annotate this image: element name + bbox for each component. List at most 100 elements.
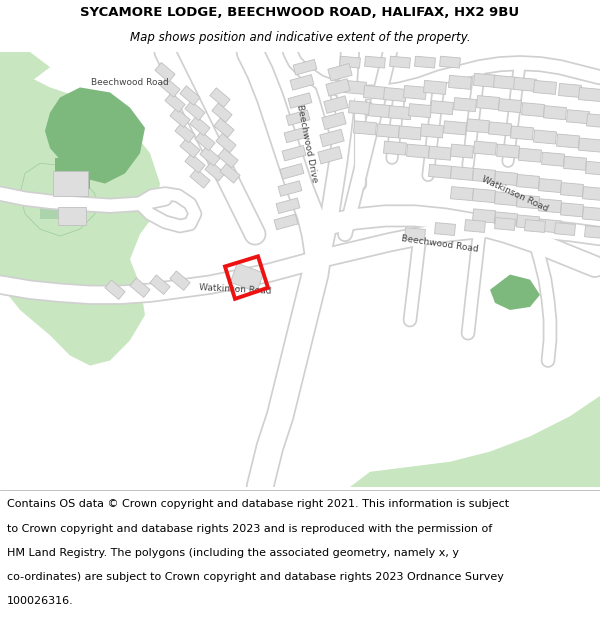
Polygon shape (175, 123, 195, 142)
Polygon shape (200, 146, 220, 166)
Text: Watkinson Road: Watkinson Road (199, 283, 271, 296)
Polygon shape (560, 182, 583, 197)
Polygon shape (160, 78, 180, 97)
Polygon shape (415, 56, 436, 68)
Polygon shape (404, 228, 425, 241)
Polygon shape (368, 104, 391, 118)
Polygon shape (473, 141, 496, 155)
Polygon shape (494, 212, 517, 226)
Polygon shape (583, 187, 600, 201)
Text: Beechwood Road: Beechwood Road (401, 234, 479, 254)
Polygon shape (180, 138, 200, 158)
Polygon shape (383, 88, 406, 101)
Polygon shape (587, 114, 600, 128)
Text: SYCAMORE LODGE, BEECHWOOD ROAD, HALIFAX, HX2 9BU: SYCAMORE LODGE, BEECHWOOD ROAD, HALIFAX,… (80, 6, 520, 19)
Polygon shape (524, 219, 545, 232)
Polygon shape (449, 76, 472, 89)
Polygon shape (350, 396, 600, 487)
Polygon shape (584, 226, 600, 239)
Text: to Crown copyright and database rights 2023 and is reproduced with the permissio: to Crown copyright and database rights 2… (7, 524, 493, 534)
Polygon shape (150, 275, 170, 294)
Polygon shape (586, 161, 600, 176)
Polygon shape (322, 112, 346, 129)
Polygon shape (398, 126, 421, 140)
Polygon shape (274, 214, 298, 230)
Polygon shape (517, 195, 539, 209)
Polygon shape (428, 146, 451, 160)
Polygon shape (286, 110, 310, 126)
Polygon shape (324, 96, 348, 113)
Polygon shape (190, 116, 210, 136)
Polygon shape (185, 154, 205, 173)
Polygon shape (521, 102, 544, 117)
Polygon shape (544, 106, 566, 120)
Polygon shape (55, 158, 90, 189)
Polygon shape (533, 130, 556, 144)
Polygon shape (340, 56, 361, 68)
Polygon shape (431, 101, 454, 114)
Polygon shape (58, 207, 86, 225)
Polygon shape (440, 56, 460, 68)
Polygon shape (320, 129, 344, 147)
Polygon shape (190, 169, 210, 188)
Polygon shape (566, 110, 589, 124)
Polygon shape (578, 138, 600, 152)
Polygon shape (0, 52, 50, 102)
Polygon shape (578, 88, 600, 101)
Polygon shape (473, 73, 496, 88)
Polygon shape (517, 174, 539, 189)
Polygon shape (467, 119, 490, 133)
Text: HM Land Registry. The polygons (including the associated geometry, namely x, y: HM Land Registry. The polygons (includin… (7, 548, 459, 558)
Polygon shape (451, 144, 473, 158)
Polygon shape (155, 62, 175, 82)
Polygon shape (53, 171, 88, 196)
Polygon shape (434, 222, 455, 236)
Polygon shape (170, 108, 190, 127)
Polygon shape (344, 81, 367, 94)
Polygon shape (364, 86, 386, 99)
Polygon shape (497, 144, 520, 158)
Polygon shape (494, 171, 517, 186)
Polygon shape (428, 164, 451, 178)
Polygon shape (105, 280, 125, 299)
Polygon shape (494, 192, 517, 206)
Polygon shape (473, 168, 496, 182)
Text: Map shows position and indicative extent of the property.: Map shows position and indicative extent… (130, 31, 470, 44)
Polygon shape (185, 101, 205, 121)
Text: Beechwood Road: Beechwood Road (91, 78, 169, 87)
Polygon shape (539, 179, 562, 192)
Polygon shape (454, 98, 476, 112)
Polygon shape (473, 209, 496, 223)
Polygon shape (293, 59, 317, 75)
Polygon shape (326, 79, 350, 96)
Polygon shape (195, 131, 215, 151)
Polygon shape (559, 83, 581, 98)
Polygon shape (276, 198, 300, 214)
Polygon shape (563, 156, 586, 170)
Polygon shape (170, 271, 190, 291)
Polygon shape (383, 141, 406, 155)
Polygon shape (407, 144, 430, 158)
Polygon shape (443, 121, 466, 135)
Polygon shape (40, 194, 70, 219)
Polygon shape (451, 187, 473, 201)
Polygon shape (282, 146, 306, 161)
Polygon shape (499, 99, 521, 112)
Polygon shape (517, 215, 539, 229)
Text: Beechwood Drive: Beechwood Drive (295, 103, 319, 183)
Polygon shape (230, 263, 263, 292)
Polygon shape (409, 104, 431, 118)
Polygon shape (451, 166, 473, 181)
Text: Watkinson Road: Watkinson Road (481, 174, 550, 213)
Polygon shape (130, 278, 150, 298)
Polygon shape (218, 149, 238, 168)
Polygon shape (560, 202, 583, 217)
Polygon shape (490, 274, 540, 310)
Polygon shape (220, 164, 240, 183)
Polygon shape (539, 219, 562, 233)
Polygon shape (494, 76, 517, 89)
Polygon shape (473, 189, 496, 202)
Polygon shape (165, 93, 185, 112)
Polygon shape (533, 81, 556, 94)
Polygon shape (353, 121, 376, 135)
